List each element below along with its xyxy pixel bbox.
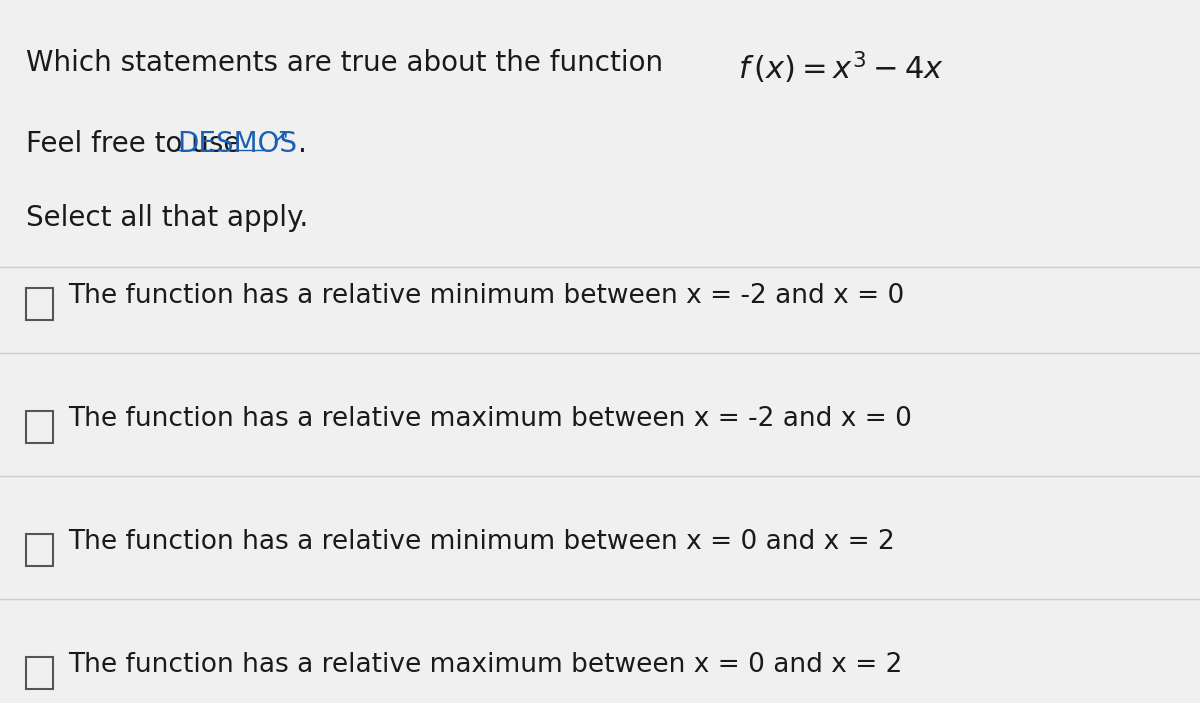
Text: The function has a relative maximum between x = -2 and x = 0: The function has a relative maximum betw… [68,406,912,432]
Text: The function has a relative minimum between x = -2 and x = 0: The function has a relative minimum betw… [68,283,905,309]
Bar [26,411,53,443]
Bar [26,534,53,566]
Text: $f\,(x) = x^3 - 4x$: $f\,(x) = x^3 - 4x$ [738,49,944,86]
Text: The function has a relative maximum between x = 0 and x = 2: The function has a relative maximum betw… [68,652,902,678]
Text: DESMOS: DESMOS [178,130,298,158]
Text: Which statements are true about the function: Which statements are true about the func… [26,49,682,77]
Bar [26,657,53,689]
Text: ↗: ↗ [271,128,290,148]
Bar [26,288,53,320]
Text: Feel free to use: Feel free to use [26,130,250,158]
Text: Select all that apply.: Select all that apply. [26,204,308,232]
Text: The function has a relative minimum between x = 0 and x = 2: The function has a relative minimum betw… [68,529,895,555]
Text: .: . [298,130,306,158]
